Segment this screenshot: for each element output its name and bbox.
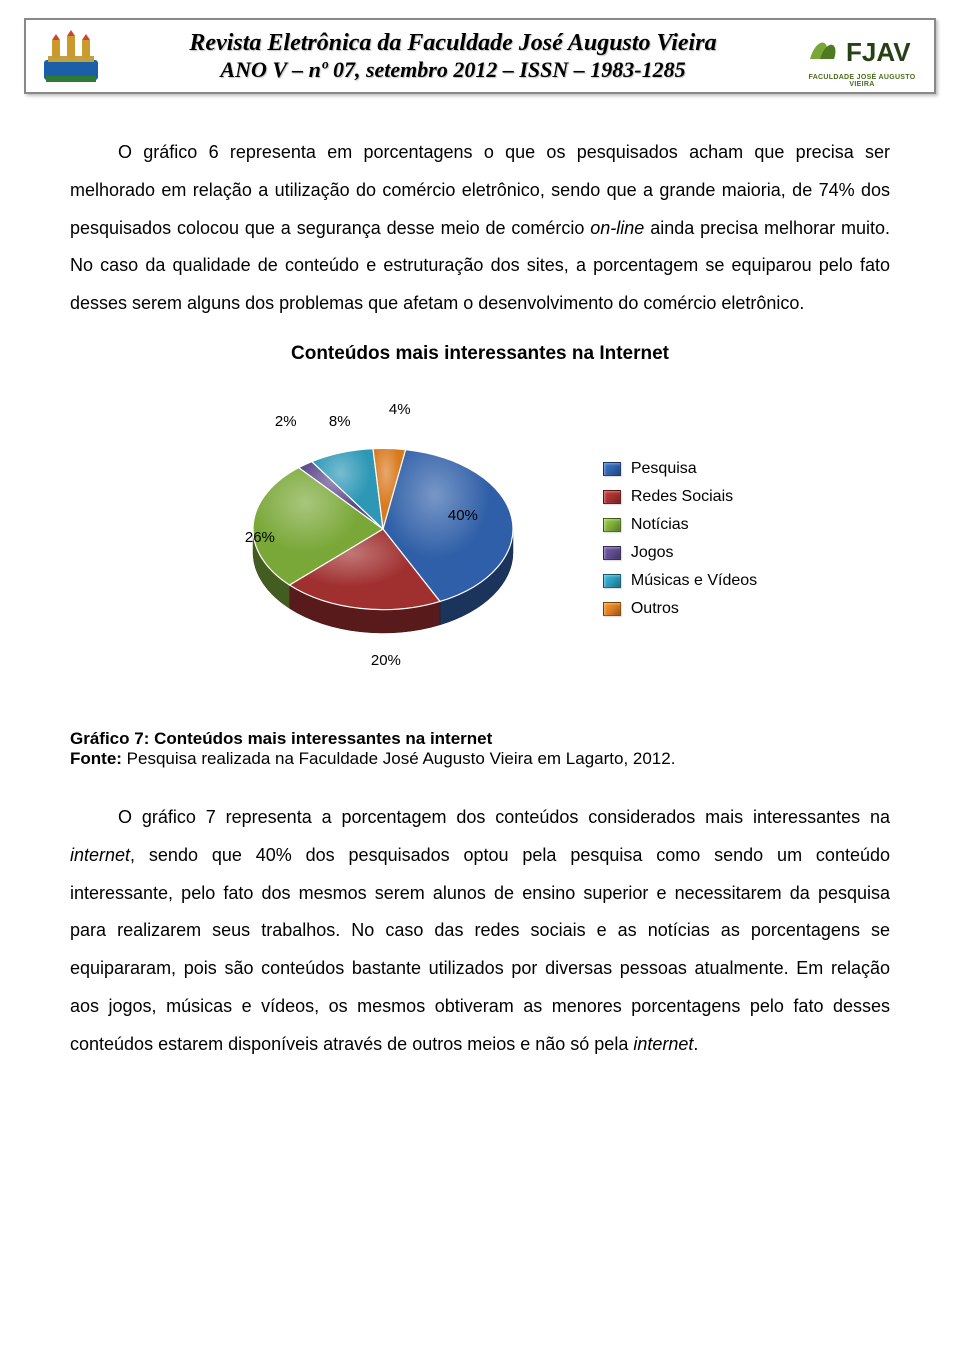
- page-content: O gráfico 6 representa em porcentagens o…: [0, 94, 960, 1128]
- crest-icon: [38, 26, 104, 86]
- pie-pct-label: 2%: [275, 413, 297, 430]
- legend-item: Notícias: [603, 516, 757, 534]
- caption-fonte-text: Pesquisa realizada na Faculdade José Aug…: [127, 749, 676, 768]
- legend-label: Pesquisa: [631, 460, 697, 478]
- legend-item: Outros: [603, 600, 757, 618]
- fjav-logo-subtitle: FACULDADE JOSÉ AUGUSTO VIEIRA: [802, 74, 922, 88]
- legend-item: Pesquisa: [603, 460, 757, 478]
- legend-swatch: [603, 518, 621, 532]
- chart-legend: Pesquisa Redes Sociais Notícias Jogos Música…: [603, 450, 757, 628]
- legend-label: Outros: [631, 600, 679, 618]
- legend-item: Músicas e Vídeos: [603, 572, 757, 590]
- journal-title-line2: ANO V – nº 07, setembro 2012 – ISSN – 19…: [104, 57, 802, 83]
- legend-item: Jogos: [603, 544, 757, 562]
- chart-caption: Gráfico 7: Conteúdos mais interessantes …: [70, 729, 890, 769]
- pie-chart: 40% 20% 26% 2% 8% 4%: [203, 389, 563, 689]
- legend-label: Músicas e Vídeos: [631, 572, 757, 590]
- para2-a: O gráfico 7 representa a porcentagem dos…: [118, 807, 890, 827]
- para1-italic: on-line: [590, 218, 644, 238]
- caption-fonte-label: Fonte:: [70, 749, 127, 768]
- journal-title-block: Revista Eletrônica da Faculdade José Aug…: [104, 30, 802, 83]
- paragraph-2: O gráfico 7 representa a porcentagem dos…: [70, 799, 890, 1064]
- legend-swatch: [603, 546, 621, 560]
- legend-swatch: [603, 462, 621, 476]
- fjav-logo: FJAV FACULDADE JOSÉ AUGUSTO VIEIRA: [802, 31, 922, 81]
- legend-item: Redes Sociais: [603, 488, 757, 506]
- legend-label: Notícias: [631, 516, 689, 534]
- chart-title: Conteúdos mais interessantes na Internet: [70, 343, 890, 365]
- pie-pct-label: 20%: [371, 652, 401, 669]
- pie-pct-label: 26%: [245, 529, 275, 546]
- journal-header: Revista Eletrônica da Faculdade José Aug…: [24, 18, 936, 94]
- svg-text:FJAV: FJAV: [846, 37, 911, 67]
- legend-label: Jogos: [631, 544, 674, 562]
- pie-pct-label: 4%: [389, 401, 411, 418]
- pie-pct-label: 8%: [329, 413, 351, 430]
- para2-c: .: [693, 1034, 698, 1054]
- paragraph-1: O gráfico 6 representa em porcentagens o…: [70, 134, 890, 323]
- legend-swatch: [603, 574, 621, 588]
- pie-pct-label: 40%: [448, 507, 478, 524]
- para2-italic-1: internet: [70, 845, 130, 865]
- legend-label: Redes Sociais: [631, 488, 733, 506]
- journal-title-line1: Revista Eletrônica da Faculdade José Aug…: [104, 30, 802, 57]
- legend-swatch: [603, 490, 621, 504]
- caption-bold: Gráfico 7: Conteúdos mais interessantes …: [70, 729, 492, 748]
- legend-swatch: [603, 602, 621, 616]
- para2-b: , sendo que 40% dos pesquisados optou pe…: [70, 845, 890, 1054]
- para2-italic-2: internet: [633, 1034, 693, 1054]
- pie-chart-area: 40% 20% 26% 2% 8% 4% Pesquisa Redes Sociais Not…: [70, 389, 890, 689]
